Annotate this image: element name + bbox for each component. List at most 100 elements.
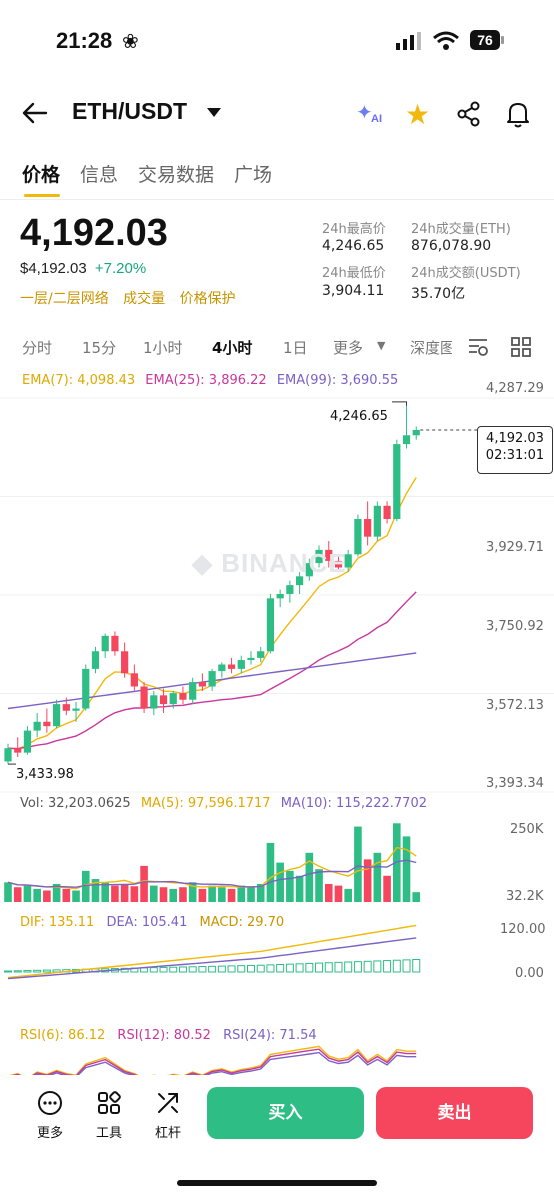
macd-histogram-bar xyxy=(237,965,246,973)
volume-bar xyxy=(373,852,382,902)
macd-histogram-bar xyxy=(363,960,372,973)
candlestick-chart[interactable] xyxy=(0,380,554,800)
macd-histogram-bar xyxy=(247,964,255,973)
macd-histogram-bar xyxy=(305,962,314,973)
low-value: 3,904.11 xyxy=(322,283,385,299)
interval-time[interactable]: 分时 xyxy=(22,339,53,357)
candle-body xyxy=(315,549,323,564)
last-price: 4,192.03 xyxy=(20,212,168,254)
candle-countdown: 02:31:01 xyxy=(485,448,545,463)
caret-down-icon[interactable] xyxy=(207,108,221,118)
candle-body xyxy=(305,563,313,577)
current-price-box[interactable]: 4,192.03 02:31:01 xyxy=(477,426,553,474)
candle-body xyxy=(150,695,158,709)
macd-histogram-bar xyxy=(159,966,168,973)
macd-histogram-bar xyxy=(256,964,265,973)
leverage-label: 杠杆 xyxy=(154,1126,181,1141)
candle-body xyxy=(296,576,304,586)
volume-bar xyxy=(276,862,284,902)
candle-body xyxy=(266,598,275,652)
macd-axis-zero: 0.00 xyxy=(515,966,544,981)
low-marker-label: 3,433.98 xyxy=(16,767,74,782)
binance-watermark: ◆ BINANCE xyxy=(192,548,347,578)
leverage-button[interactable]: 杠杆 xyxy=(148,1090,188,1141)
battery-level: 76 xyxy=(477,32,493,48)
candle-body xyxy=(364,519,372,537)
candle-body xyxy=(198,682,206,687)
tab-info[interactable]: 信息 xyxy=(80,164,119,186)
tab-square[interactable]: 广场 xyxy=(234,164,273,186)
axis-label-4: 3,572.13 xyxy=(486,698,544,713)
volume-ma10: MA(10): 115,222.7702 xyxy=(280,796,427,811)
candle-body xyxy=(179,693,187,700)
macd-histogram-bar xyxy=(285,963,294,973)
tag-volume[interactable]: 成交量 xyxy=(123,291,166,307)
macd-histogram-bar xyxy=(383,960,392,973)
tab-price[interactable]: 价格 xyxy=(22,164,61,186)
macd-chart[interactable] xyxy=(0,910,554,1015)
interval-depth[interactable]: 深度图 xyxy=(410,339,452,357)
interval-4h[interactable]: 4小时 xyxy=(212,339,253,357)
current-price-value: 4,192.03 xyxy=(486,431,544,446)
sell-button[interactable]: 卖出 xyxy=(376,1087,533,1139)
macd-histogram-bar xyxy=(178,966,187,973)
candle-body xyxy=(383,505,391,520)
volume-bar xyxy=(111,885,119,902)
macd-histogram-bar xyxy=(149,967,158,973)
macd-histogram-bar xyxy=(324,962,333,973)
candle-body xyxy=(33,721,41,731)
tools-button[interactable]: 工具 xyxy=(89,1090,129,1141)
volume-bar xyxy=(354,826,362,902)
macd-histogram-bar xyxy=(276,964,285,973)
tab-trading-data[interactable]: 交易数据 xyxy=(138,164,215,186)
tag-price-protection[interactable]: 价格保护 xyxy=(179,291,236,307)
signal-icon xyxy=(396,32,421,50)
macd-histogram-bar xyxy=(392,959,401,973)
macd-histogram-bar xyxy=(13,970,22,973)
volume-bar xyxy=(402,836,411,902)
candle-body xyxy=(334,560,343,568)
candle-body xyxy=(72,708,80,711)
more-dots-icon xyxy=(38,1091,62,1115)
candle-body xyxy=(227,664,236,669)
more-button[interactable]: 更多 xyxy=(30,1090,70,1141)
rsi-chart[interactable] xyxy=(0,1040,554,1080)
macd-histogram-bar xyxy=(334,961,343,973)
interval-15m[interactable]: 15分 xyxy=(82,339,117,357)
volume-ma5: MA(5): 97,596.1717 xyxy=(140,796,271,811)
candle-body xyxy=(62,704,70,711)
ai-sparkle-icon[interactable]: ✦ AI xyxy=(356,100,382,125)
layout-grid-icon[interactable] xyxy=(510,336,532,358)
chart-settings-icon[interactable] xyxy=(467,336,489,358)
macd-legend: DIF: 135.11 DEA: 105.41 MACD: 29.70 xyxy=(20,915,284,930)
share-icon[interactable] xyxy=(456,101,482,127)
axis-label-2: 3,929.71 xyxy=(486,540,544,555)
interval-1d[interactable]: 1日 xyxy=(283,339,308,357)
tag-layer-network[interactable]: 一层/二层网络 xyxy=(20,291,109,307)
active-tab-indicator xyxy=(24,194,60,197)
macd-histogram-bar xyxy=(295,963,304,973)
bell-icon[interactable] xyxy=(506,100,530,128)
interval-bar: 分时 15分 1小时 4小时 1日 更多 ▼ 深度图 xyxy=(0,337,554,361)
back-arrow-icon[interactable] xyxy=(22,102,48,124)
buy-button[interactable]: 买入 xyxy=(207,1087,364,1139)
pair-title[interactable]: ETH/USDT xyxy=(72,98,187,124)
change-percent: +7.20% xyxy=(94,260,147,277)
high-value: 4,246.65 xyxy=(322,238,385,254)
caret-down-icon[interactable]: ▼ xyxy=(377,339,386,352)
interval-more[interactable]: 更多 xyxy=(333,339,364,357)
volume-bar xyxy=(256,883,265,902)
interval-1h[interactable]: 1小时 xyxy=(143,339,183,357)
volume-bar xyxy=(218,887,226,902)
macd-histogram-bar xyxy=(217,965,226,973)
volume-bar xyxy=(344,888,352,902)
volume-bar xyxy=(150,885,158,902)
star-icon[interactable]: ★ xyxy=(405,98,431,131)
axis-label-top: 4,287.29 xyxy=(486,381,544,396)
volume-bar xyxy=(393,823,401,902)
candle-body xyxy=(237,660,245,669)
macd-histogram-bar xyxy=(402,959,411,973)
volume-value: Vol: 32,203.0625 xyxy=(20,796,131,811)
volume-chart[interactable] xyxy=(0,812,554,907)
macd-histogram-bar xyxy=(353,961,362,973)
